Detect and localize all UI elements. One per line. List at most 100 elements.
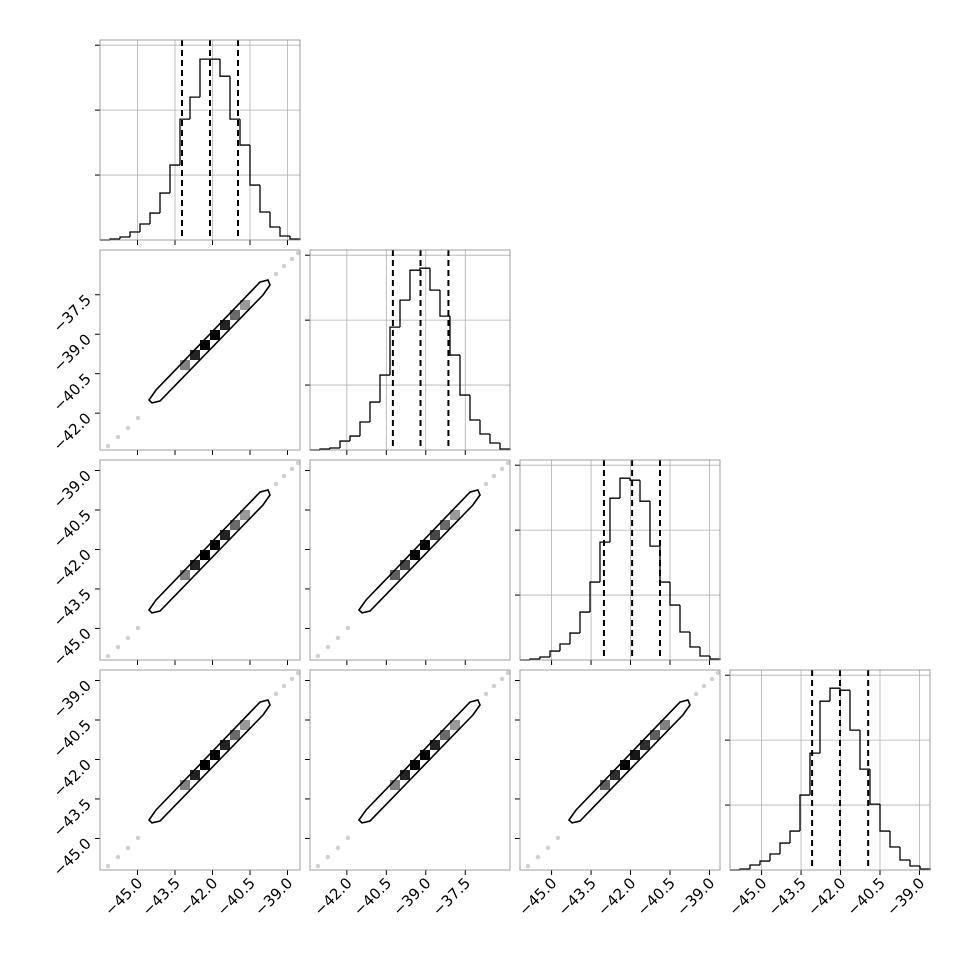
x-tick-label: −40.5 [214,874,259,919]
density-cell [210,540,220,550]
y-tick-label: −42.0 [50,409,95,454]
density-cell [190,560,200,570]
x-tick-label: −39.0 [883,874,928,919]
density-cell [450,720,460,730]
sample-point [335,845,341,851]
sample-point [295,250,301,256]
sample-point [701,683,707,689]
histogram-bin [859,730,870,770]
sample-point [345,835,351,841]
histogram-bin [919,865,931,870]
sample-point [281,683,287,689]
histogram-bin [679,605,690,633]
y-tick-label: −39.0 [50,330,95,375]
density-cell [410,550,420,560]
histogram-bin [769,853,780,862]
histogram-bin [389,326,400,376]
sample-point [499,676,505,682]
histogram-bin [909,860,920,867]
sample-point [325,644,331,650]
density-cell [200,550,210,560]
y-tick-label: −40.5 [50,716,95,761]
sample-point [545,845,551,851]
y-tick-label: −43.5 [50,585,95,630]
density-cell [220,320,230,330]
histogram-bin [329,447,340,450]
density-cell [650,730,660,740]
density-cell [200,760,210,770]
histogram-bin [879,804,890,832]
histogram-bin [689,632,700,648]
sample-point [709,676,715,682]
histogram-bin [489,434,500,444]
density-cell [180,360,190,370]
density-cell [660,720,670,730]
sample-point [525,863,531,869]
sample-point [499,466,505,472]
sample-point [115,854,121,860]
x-tick-label: −42.0 [594,874,639,919]
histogram-bin [569,632,580,645]
x-tick-label: −40.5 [350,874,395,919]
y-tick-label: −42.0 [50,756,95,801]
sample-point [315,863,321,869]
sample-point [289,676,295,682]
sample-point [105,443,111,449]
sample-point [289,466,295,472]
histogram-bin [799,794,810,832]
panel-frame [99,249,301,451]
x-tick-label: −43.5 [765,874,810,919]
sample-point [125,635,131,641]
histogram-bin [789,830,800,844]
sample-point [115,434,121,440]
x-tick-label: −43.5 [139,874,184,919]
density-cell [430,740,440,750]
sample-point [135,835,141,841]
density-cell [240,300,250,310]
density-cell [620,760,630,770]
histogram-bin [139,223,150,233]
y-tick-label: −39.0 [50,677,95,722]
x-tick-label: −43.5 [555,874,600,919]
panel-frame [309,669,511,871]
sample-point [125,425,131,431]
sample-point [715,670,721,676]
histogram-bin [449,316,460,356]
y-tick-label: −45.0 [50,625,95,670]
sample-point [483,481,489,487]
density-cell [210,750,220,760]
histogram-bin [579,611,590,634]
histogram-bin [479,420,490,435]
contour [147,279,271,404]
density-cell [210,330,220,340]
panel-frame [309,459,511,661]
histogram-bin [759,860,770,865]
histogram-bin [219,59,230,77]
panel-frame [309,249,511,451]
histogram-bin [829,687,840,702]
sample-point [483,691,489,697]
sample-point [273,481,279,487]
histogram-bin [179,118,190,166]
panel-frame [99,39,301,241]
histogram-bin [229,76,240,120]
sample-point [335,635,341,641]
sample-point [295,670,301,676]
panel-frame [519,669,721,871]
histogram-bin [499,442,511,450]
histogram-bin [559,643,570,652]
histogram-bin [169,164,180,194]
density-cell [420,540,430,550]
sample-point [491,473,497,479]
y-tick-label: −42.0 [50,546,95,591]
sample-point [345,625,351,631]
density-cell [180,570,190,580]
density-cell [230,310,240,320]
histogram-bin [549,650,560,658]
sample-point [289,256,295,262]
panel-frame [99,459,301,661]
x-tick-label: −39.0 [673,874,718,919]
histogram-bin [249,145,260,186]
contour [147,489,271,614]
histogram-bin [379,374,390,403]
